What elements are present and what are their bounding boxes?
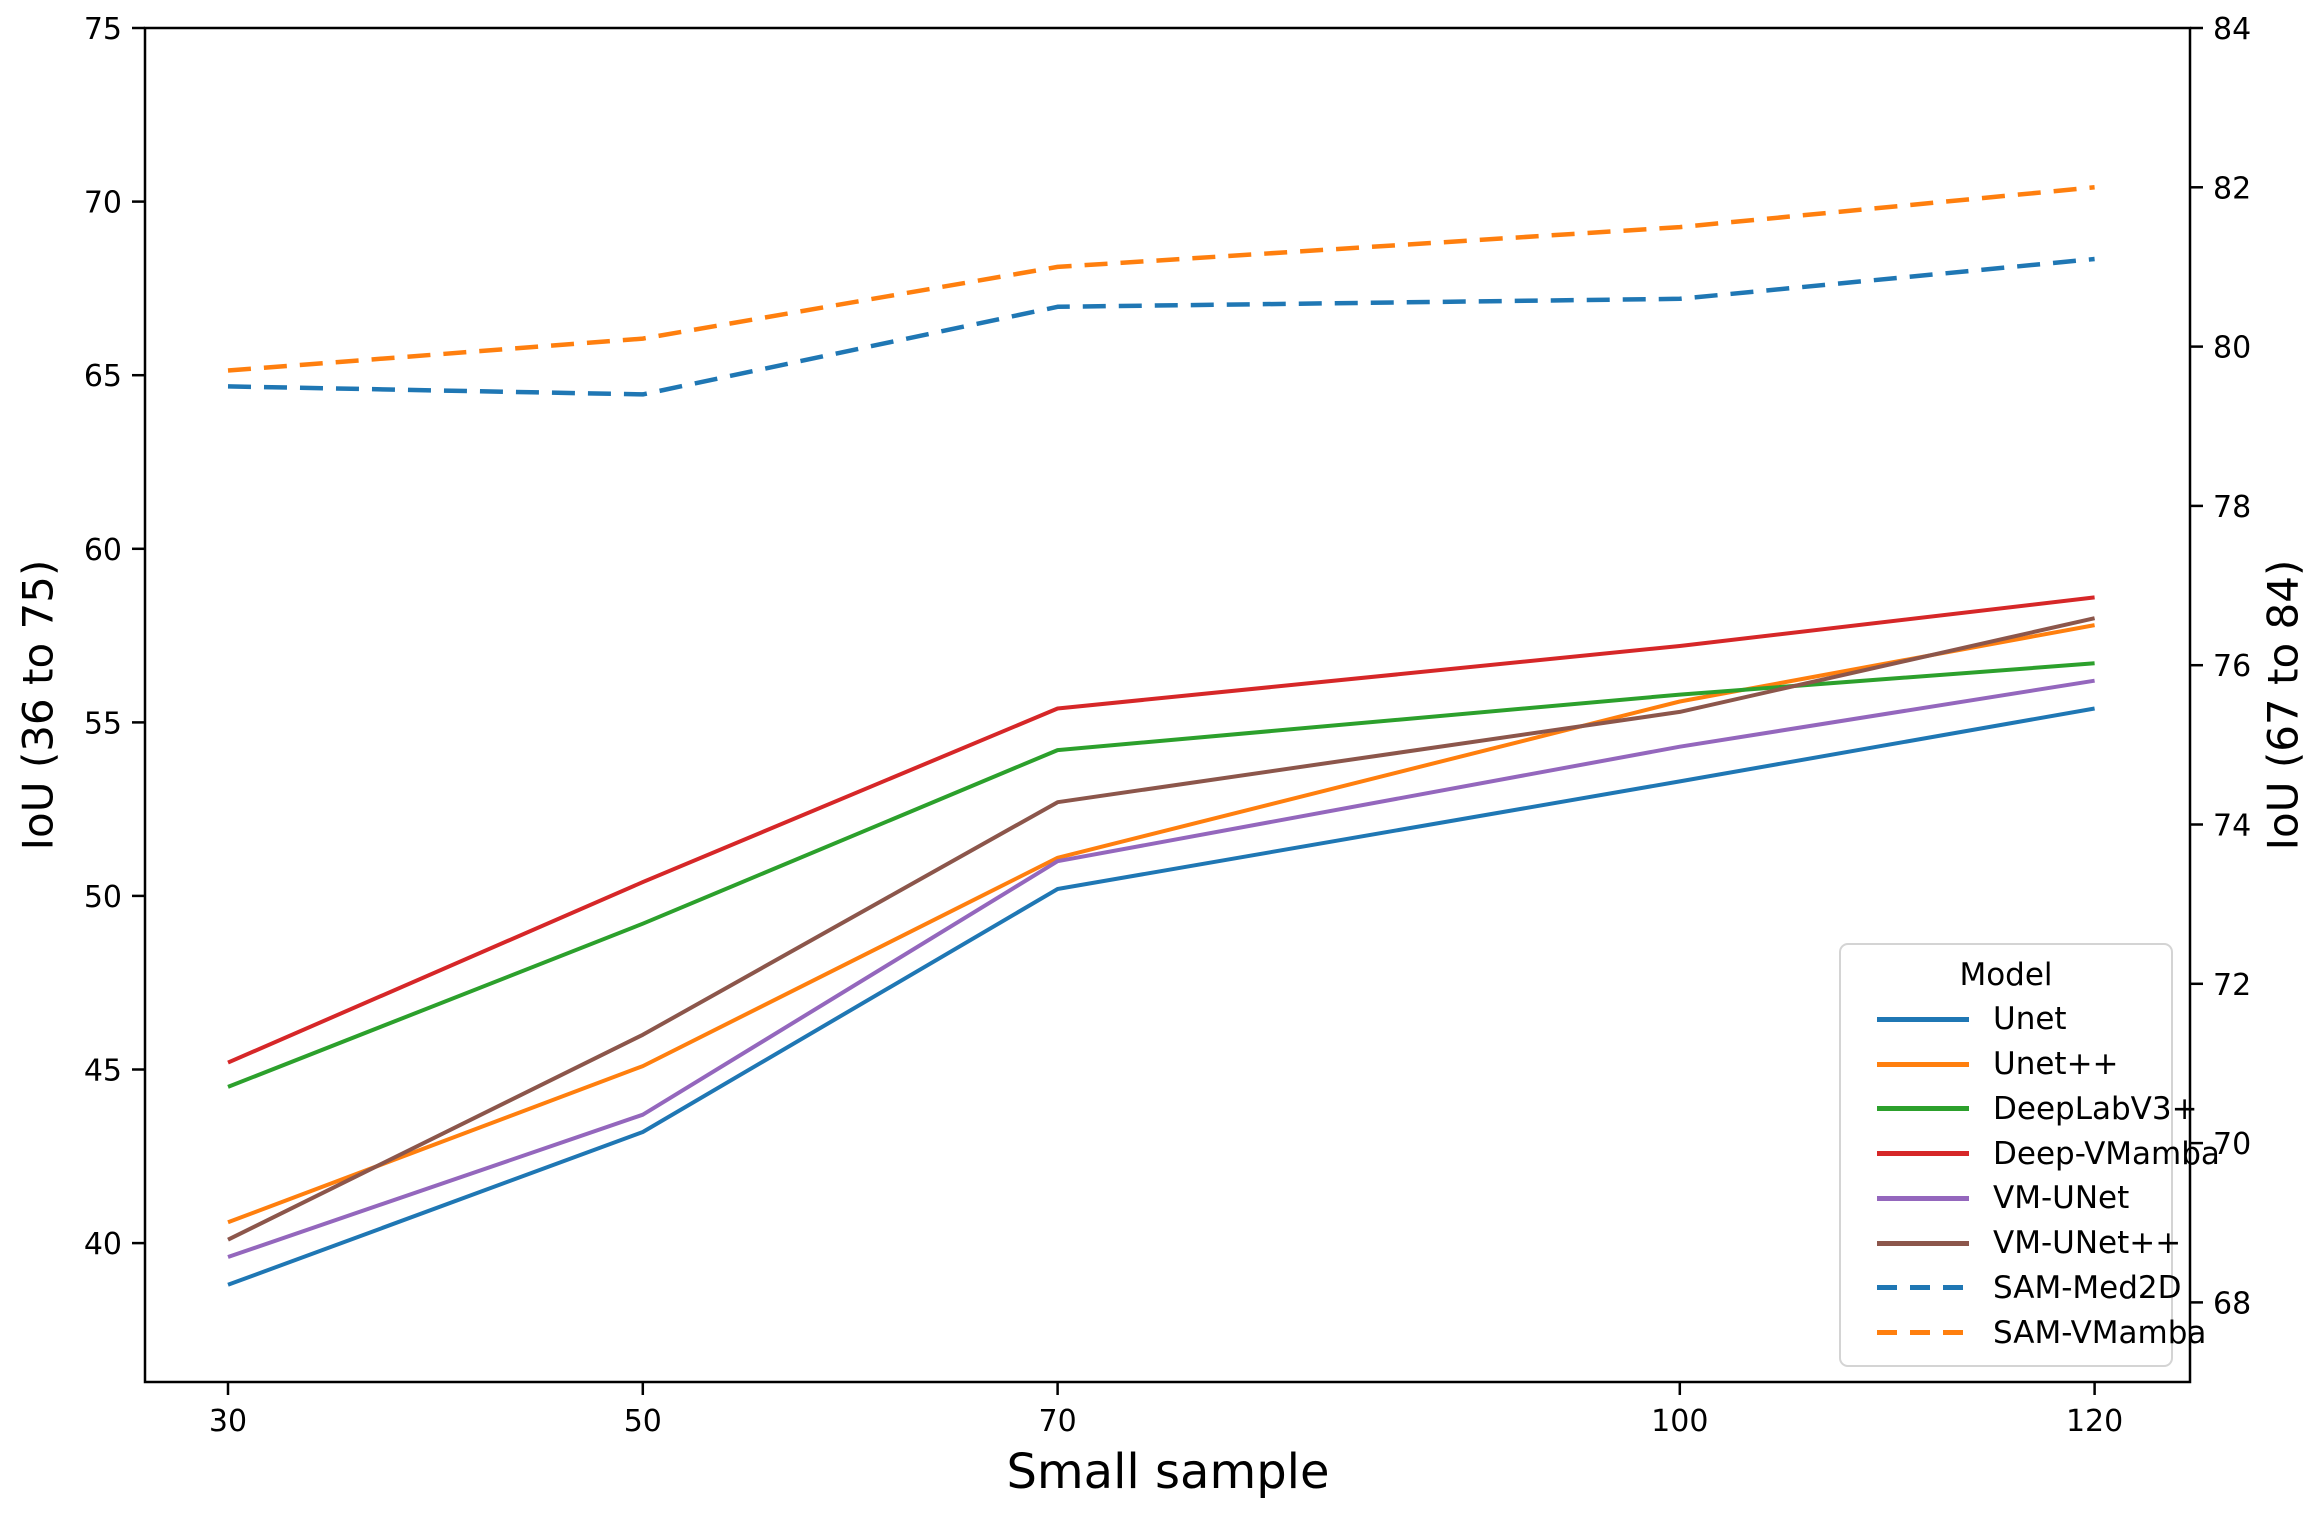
legend-item-label: SAM-Med2D [1993, 1269, 2182, 1306]
y-left-tick-label-50: 50 [84, 880, 122, 915]
legend-line-swatch [1877, 1151, 1969, 1157]
x-tick-label-30: 30 [209, 1404, 247, 1439]
legend-line-swatch [1877, 1240, 1969, 1246]
y-right-tick-label-70: 70 [2213, 1127, 2251, 1162]
legend-item-label: Unet++ [1993, 1046, 2119, 1083]
y-left-tick-label-65: 65 [84, 359, 122, 394]
y-right-tick-label-68: 68 [2213, 1286, 2251, 1321]
legend-line-swatch [1877, 1285, 1969, 1291]
legend-item-label: SAM-VMamba [1993, 1314, 2207, 1351]
legend-item-sam-med2d: SAM-Med2D [1841, 1268, 2181, 1308]
y-left-tick-label-60: 60 [84, 533, 122, 568]
legend-item-label: VM-UNet++ [1993, 1225, 2182, 1262]
x-tick-label-120: 120 [2066, 1404, 2123, 1439]
legend: Model Unet Unet++ DeepLabV3+ Deep-VMamba… [1839, 943, 2220, 1367]
series-line-vm-unet [227, 678, 2095, 1259]
series-line-sam-med2d [227, 256, 2095, 397]
series-line-deeplabv3 [227, 661, 2095, 1089]
plot-spines [143, 26, 2192, 1384]
legend-item-vm-unet: VM-UNet [1841, 1178, 2171, 1218]
legend-item-sam-vmamba: SAM-VMamba [1841, 1313, 2206, 1353]
legend-item-vm-unet: VM-UNet++ [1841, 1223, 2181, 1263]
y-right-tick-label-78: 78 [2213, 490, 2251, 525]
y-right-tick-label-82: 82 [2213, 171, 2251, 206]
y-right-tick-label-74: 74 [2213, 809, 2251, 844]
legend-item-label: Deep-VMamba [1993, 1135, 2220, 1172]
series-line-unet [227, 623, 2095, 1225]
x-tick-label-50: 50 [624, 1404, 662, 1439]
legend-line-swatch [1877, 1016, 1969, 1022]
y-right-tick-label-84: 84 [2213, 12, 2251, 47]
legend-line-swatch [1877, 1106, 1969, 1112]
x-tick-label-100: 100 [1651, 1404, 1708, 1439]
y-axis-label-right: IoU (67 to 84) [2258, 559, 2308, 851]
y-left-tick-label-40: 40 [84, 1227, 122, 1262]
x-axis-label: Small sample [1006, 1444, 1330, 1500]
series-line-sam-vmamba [227, 185, 2095, 373]
y-right-tick-label-80: 80 [2213, 331, 2251, 366]
series-line-unet [227, 706, 2095, 1287]
legend-item-deeplabv3: DeepLabV3+ [1841, 1089, 2198, 1129]
legend-items: Unet Unet++ DeepLabV3+ Deep-VMamba VM-UN… [1841, 995, 2220, 1357]
legend-item-label: Unet [1993, 1001, 2067, 1038]
y-left-tick-label-70: 70 [84, 186, 122, 221]
legend-item-label: VM-UNet [1993, 1180, 2130, 1217]
legend-item-deep-vmamba: Deep-VMamba [1841, 1134, 2220, 1174]
legend-line-swatch [1877, 1195, 1969, 1201]
x-tick-label-70: 70 [1039, 1404, 1077, 1439]
series-line-deep-vmamba [227, 595, 2095, 1065]
legend-item-unet: Unet++ [1841, 1044, 2171, 1084]
y-left-tick-label-75: 75 [84, 12, 122, 47]
legend-item-unet: Unet [1841, 999, 2171, 1039]
y-right-tick-label-72: 72 [2213, 968, 2251, 1003]
legend-line-swatch [1877, 1330, 1969, 1336]
y-right-tick-label-76: 76 [2213, 649, 2251, 684]
series-line-vm-unet [227, 616, 2096, 1242]
legend-title: Model [1959, 957, 2053, 993]
y-axis-label-left: IoU (36 to 75) [13, 559, 63, 851]
legend-item-label: DeepLabV3+ [1993, 1090, 2198, 1127]
y-left-tick-label-45: 45 [84, 1054, 122, 1089]
y-left-tick-label-55: 55 [84, 706, 122, 741]
legend-line-swatch [1877, 1061, 1969, 1067]
